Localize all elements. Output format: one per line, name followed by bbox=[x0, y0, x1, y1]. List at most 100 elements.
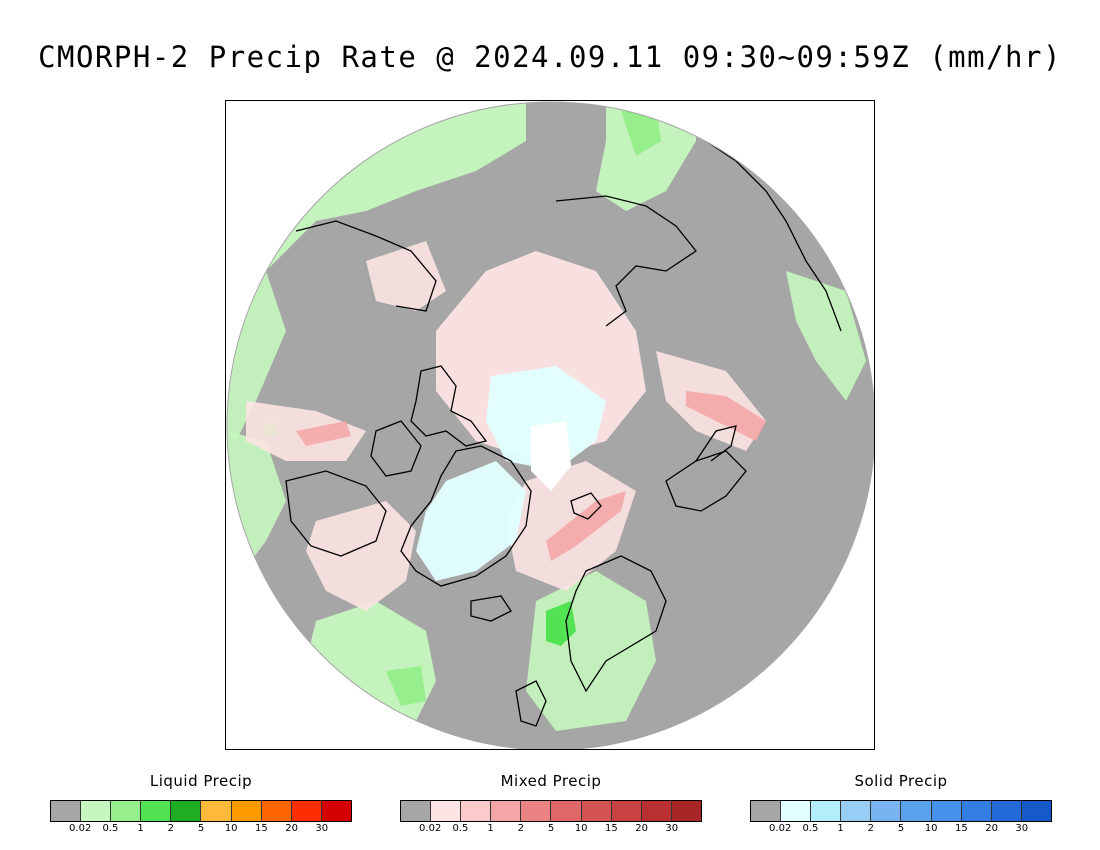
legend-colorbar bbox=[50, 800, 352, 822]
legend-tick-label: 0.02 bbox=[419, 823, 442, 834]
precip-map-graphic bbox=[226, 101, 874, 749]
legend-colorbar bbox=[400, 800, 702, 822]
legend-title: Mixed Precip bbox=[500, 772, 602, 790]
coastline-barents-kara bbox=[665, 450, 747, 512]
legend-tick-label: 15 bbox=[605, 823, 618, 834]
legend-color-swatch bbox=[491, 801, 522, 821]
legend-color-swatch bbox=[521, 801, 552, 821]
coastlines bbox=[285, 140, 842, 727]
legend-color-swatch bbox=[401, 801, 432, 821]
legend-color-swatch bbox=[671, 801, 701, 821]
legend-tick-labels: 0.02 0.5 1 2 5 10 15 20 30 bbox=[50, 823, 352, 837]
mixed-band-bering bbox=[686, 391, 766, 441]
coastline-scandinavia bbox=[565, 555, 667, 693]
legend-color-swatch bbox=[111, 801, 142, 821]
coastline-hudson bbox=[285, 470, 387, 557]
legend-tick-label: 15 bbox=[955, 823, 968, 834]
legend-tick-labels: 0.02 0.5 1 2 5 10 15 20 30 bbox=[750, 823, 1052, 837]
legend-color-swatch bbox=[841, 801, 872, 821]
legend-color-swatch bbox=[431, 801, 462, 821]
coastline-novaya-zemlya bbox=[695, 425, 737, 462]
legend-color-swatch bbox=[751, 801, 782, 821]
legend-color-swatch bbox=[141, 801, 172, 821]
mixed-area-atlantic bbox=[306, 501, 416, 611]
legend-tick-label: 10 bbox=[924, 823, 938, 834]
snow-area-greenland bbox=[416, 461, 526, 581]
legend-tick-label: 1 bbox=[837, 823, 844, 834]
legend-colorbar bbox=[750, 800, 1052, 822]
legend-color-swatch bbox=[551, 801, 582, 821]
legend-color-swatch bbox=[51, 801, 82, 821]
heavy-rain-core-atlantic bbox=[386, 666, 426, 706]
coastline-canadian-archipelago bbox=[410, 365, 488, 447]
legend-tick-label: 0.5 bbox=[802, 823, 819, 834]
map-disk-edge bbox=[226, 101, 874, 749]
rain-area-siberia bbox=[596, 102, 696, 211]
legend-color-swatch bbox=[611, 801, 642, 821]
legend-color-swatch bbox=[931, 801, 962, 821]
legend-tick-label: 20 bbox=[635, 823, 648, 834]
coastline-alaska bbox=[295, 220, 437, 312]
coastline-british-isles bbox=[515, 680, 547, 727]
legend-tick-label: 2 bbox=[867, 823, 874, 834]
legend-tick-label: 30 bbox=[665, 823, 679, 834]
legend-tick-label: 0.02 bbox=[769, 823, 792, 834]
legend-tick-label: 1 bbox=[137, 823, 144, 834]
legend-liquid-precip: Liquid Precip 0.02 0.5 1 2 5 10 15 20 30 bbox=[50, 772, 352, 837]
legend-color-swatch bbox=[261, 801, 292, 821]
legend-tick-label: 15 bbox=[255, 823, 268, 834]
mixed-band-west bbox=[296, 421, 351, 446]
legend-color-swatch bbox=[171, 801, 202, 821]
legend-mixed-precip: Mixed Precip 0.02 0.5 1 2 5 10 15 20 30 bbox=[400, 772, 702, 837]
legend-tick-labels: 0.02 0.5 1 2 5 10 15 20 30 bbox=[400, 823, 702, 837]
coastline-svalbard bbox=[570, 492, 602, 520]
legend-title: Solid Precip bbox=[854, 772, 948, 790]
legend-tick-label: 30 bbox=[315, 823, 329, 834]
legend-tick-label: 10 bbox=[224, 823, 238, 834]
snow-area-central-arctic bbox=[486, 366, 606, 471]
legend-color-swatch bbox=[461, 801, 492, 821]
legend-color-swatch bbox=[291, 801, 322, 821]
legend-tick-label: 20 bbox=[285, 823, 298, 834]
chart-title: CMORPH-2 Precip Rate @ 2024.09.11 09:30~… bbox=[38, 40, 1062, 74]
legend-tick-label: 0.5 bbox=[452, 823, 469, 834]
polar-map bbox=[225, 100, 875, 750]
legend-tick-label: 2 bbox=[517, 823, 524, 834]
legend-tick-label: 0.5 bbox=[102, 823, 119, 834]
rain-area-east-edge bbox=[786, 271, 866, 401]
legend-color-swatch bbox=[811, 801, 842, 821]
coastline-russia-east bbox=[705, 140, 842, 332]
coastline-iceland bbox=[470, 595, 512, 622]
snow-core-pole bbox=[531, 421, 571, 491]
legend-tick-label: 5 bbox=[547, 823, 555, 834]
coastline-baffin bbox=[370, 420, 422, 477]
legend-tick-label: 5 bbox=[897, 823, 905, 834]
legend-color-swatch bbox=[901, 801, 932, 821]
coastline-greenland bbox=[400, 445, 532, 587]
legend-color-swatch bbox=[781, 801, 812, 821]
legend-color-swatch bbox=[1021, 801, 1051, 821]
heavy-rain-core-north bbox=[621, 106, 661, 156]
mixed-area-canada bbox=[366, 241, 446, 311]
legend-color-swatch bbox=[231, 801, 262, 821]
legend-tick-label: 10 bbox=[574, 823, 588, 834]
legend-tick-label: 5 bbox=[197, 823, 205, 834]
legend-color-swatch bbox=[871, 801, 902, 821]
legend-color-swatch bbox=[201, 801, 232, 821]
legend-tick-label: 1 bbox=[487, 823, 494, 834]
legend-color-swatch bbox=[961, 801, 992, 821]
legend-tick-label: 0.02 bbox=[69, 823, 92, 834]
coastline-siberia bbox=[555, 195, 697, 327]
legend-tick-label: 30 bbox=[1015, 823, 1029, 834]
legend-color-swatch bbox=[81, 801, 112, 821]
legend-tick-label: 20 bbox=[985, 823, 998, 834]
legend-tick-label: 2 bbox=[167, 823, 174, 834]
legend-color-swatch bbox=[991, 801, 1022, 821]
legend-color-swatch bbox=[581, 801, 612, 821]
legend-color-swatch bbox=[641, 801, 672, 821]
mixed-band-norwegian-sea bbox=[546, 491, 626, 561]
legend-solid-precip: Solid Precip 0.02 0.5 1 2 5 10 15 20 30 bbox=[750, 772, 1052, 837]
legend-color-swatch bbox=[321, 801, 351, 821]
legend-title: Liquid Precip bbox=[149, 772, 253, 790]
rain-area-north-america-north bbox=[256, 102, 526, 271]
